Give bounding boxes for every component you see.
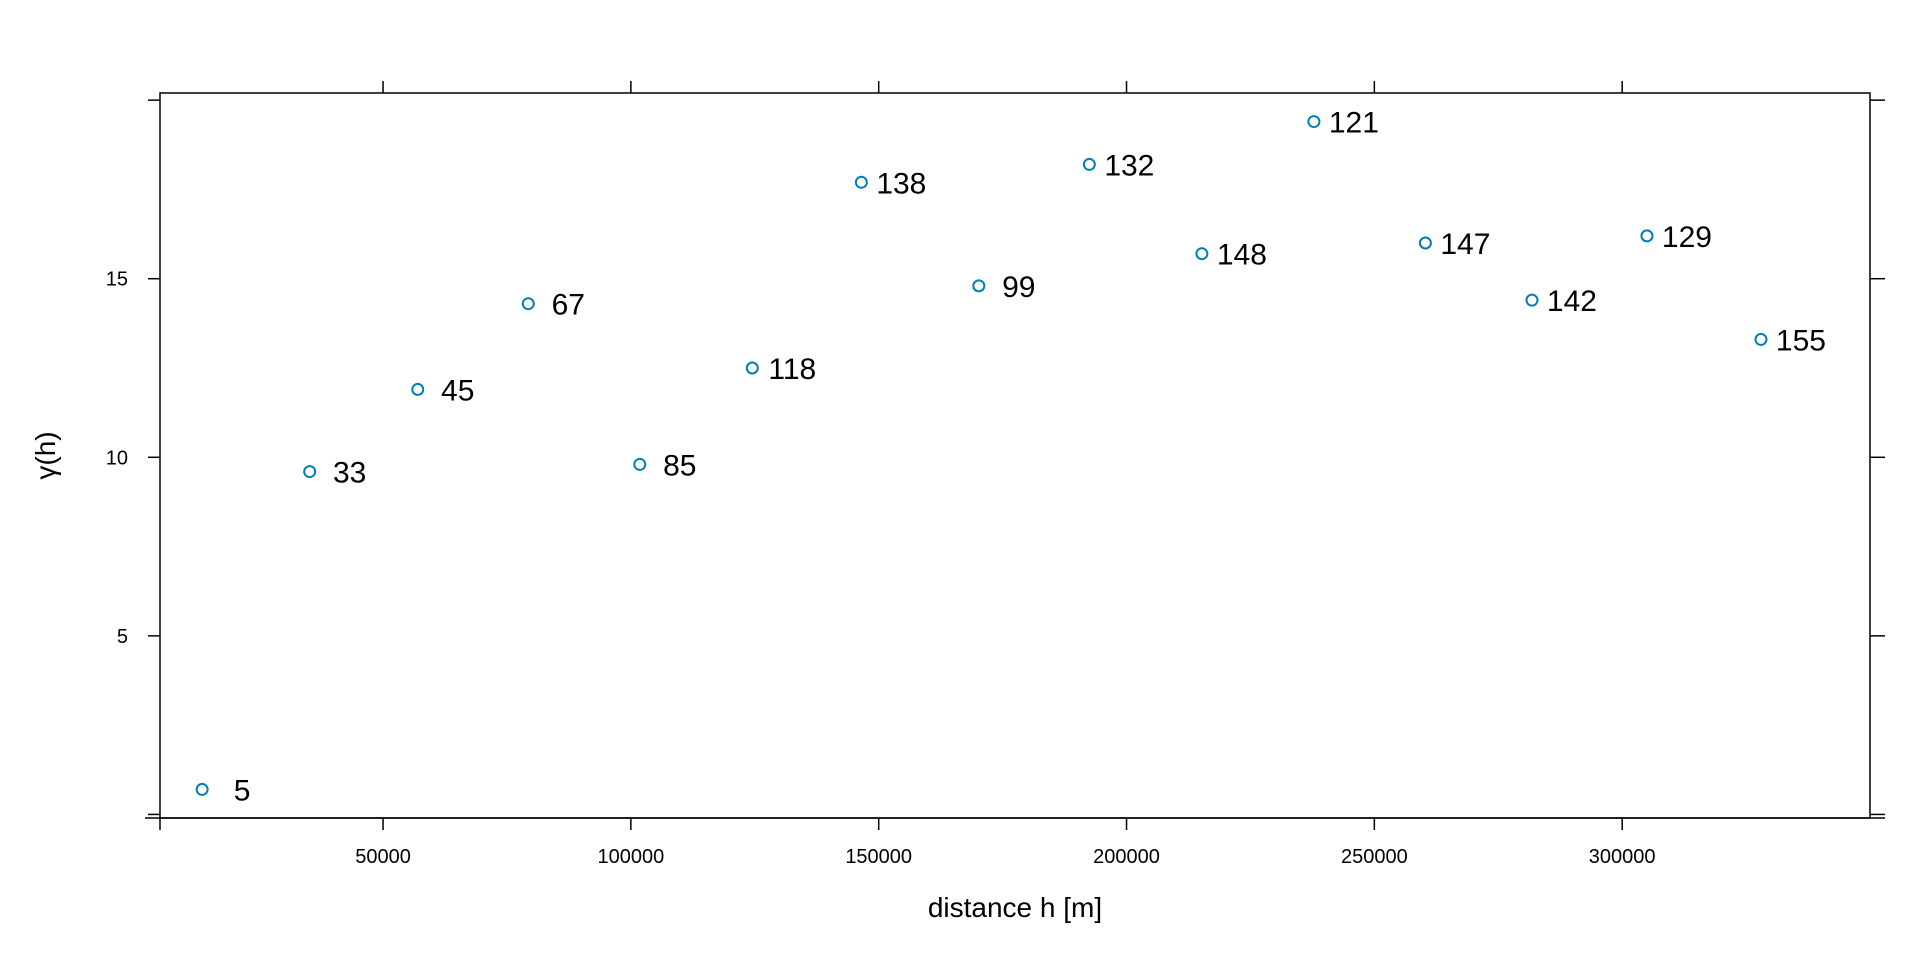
data-point <box>745 361 759 375</box>
data-point <box>1525 293 1539 307</box>
data-point <box>195 782 209 796</box>
x-tick-label: 250000 <box>1341 846 1408 868</box>
data-point <box>854 175 868 189</box>
y-tick-label: 5 <box>117 626 128 648</box>
point-label: 5 <box>234 774 251 807</box>
x-tick-label: 50000 <box>355 846 411 868</box>
data-point <box>521 297 535 311</box>
data-points: 5 33 45 67 85 118 138 99 132 148 121 147 142 129 155 <box>195 107 1826 807</box>
point-label: 33 <box>333 457 366 490</box>
y-axis: 5 10 15 <box>106 99 1885 816</box>
x-tick-label: 200000 <box>1093 846 1160 868</box>
point-label: 99 <box>1002 271 1035 304</box>
data-point <box>1082 157 1096 171</box>
x-axis: 50000 100000 150000 200000 250000 300000 <box>145 81 1885 868</box>
point-label: 142 <box>1547 285 1597 318</box>
point-label: 132 <box>1104 149 1154 182</box>
y-tick-label: 15 <box>106 269 128 291</box>
data-point <box>633 457 647 471</box>
data-point <box>303 465 317 479</box>
point-label: 121 <box>1329 107 1379 140</box>
point-label: 45 <box>441 374 474 407</box>
data-point <box>411 382 425 396</box>
data-point <box>1195 247 1209 261</box>
data-point <box>972 279 986 293</box>
data-point <box>1754 332 1768 346</box>
x-tick-label: 300000 <box>1589 846 1656 868</box>
data-point <box>1307 115 1321 129</box>
point-label: 129 <box>1662 221 1712 254</box>
y-tick-label: 10 <box>106 447 128 469</box>
point-label: 138 <box>876 167 926 200</box>
point-label: 147 <box>1440 228 1490 261</box>
data-point <box>1418 236 1432 250</box>
point-label: 155 <box>1776 324 1826 357</box>
point-label: 85 <box>663 449 696 482</box>
x-tick-label: 100000 <box>597 846 664 868</box>
point-label: 118 <box>768 353 816 386</box>
data-point <box>1640 229 1654 243</box>
point-label: 148 <box>1217 239 1267 272</box>
y-axis-title: γ(h) <box>30 431 61 479</box>
plot-frame <box>159 92 1871 819</box>
x-tick-label: 150000 <box>845 846 912 868</box>
point-label: 67 <box>552 289 585 322</box>
x-axis-title: distance h [m] <box>928 892 1102 923</box>
